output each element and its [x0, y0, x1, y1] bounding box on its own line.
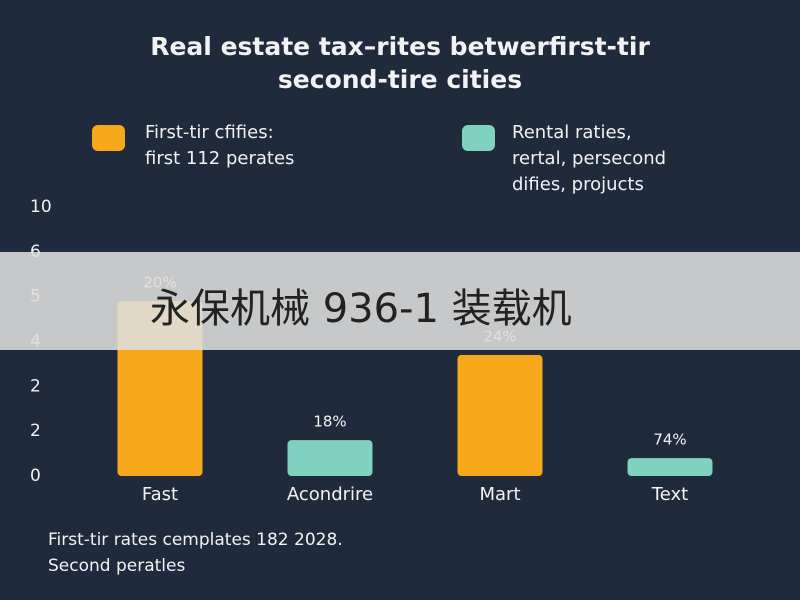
- bar-label: 18%: [313, 413, 346, 431]
- bar: [627, 458, 713, 476]
- legend-label: First-tir cfifies: first 112 perates: [145, 122, 295, 169]
- watermark-band: 永保机械 936-1 装载机: [0, 252, 800, 350]
- x-tick-label: Text: [651, 484, 688, 505]
- legend-label: Rental raties, rertal, persecond difies,…: [512, 122, 667, 195]
- watermark: 永保机械 936-1 装载机: [150, 286, 572, 332]
- footnote: First-tir rates cemplates 182 2028. Seco…: [48, 530, 343, 576]
- x-tick-label: Acondrire: [287, 484, 373, 505]
- legend-swatch: [92, 125, 125, 151]
- bar: [287, 440, 373, 476]
- y-tick-label: 2: [30, 421, 41, 441]
- y-tick-label: 10: [30, 197, 52, 217]
- y-tick-label: 6: [30, 242, 41, 262]
- y-tick-label: 0: [30, 466, 41, 486]
- legend-swatch: [462, 125, 495, 151]
- x-tick-label: Mart: [479, 484, 520, 505]
- chart-title: Real estate tax–rites betwerfirst-tir se…: [150, 32, 650, 94]
- bar-label: 74%: [653, 431, 686, 449]
- x-tick-label: Fast: [142, 484, 178, 505]
- y-tick-label: 2: [30, 376, 41, 396]
- bar: [457, 354, 543, 476]
